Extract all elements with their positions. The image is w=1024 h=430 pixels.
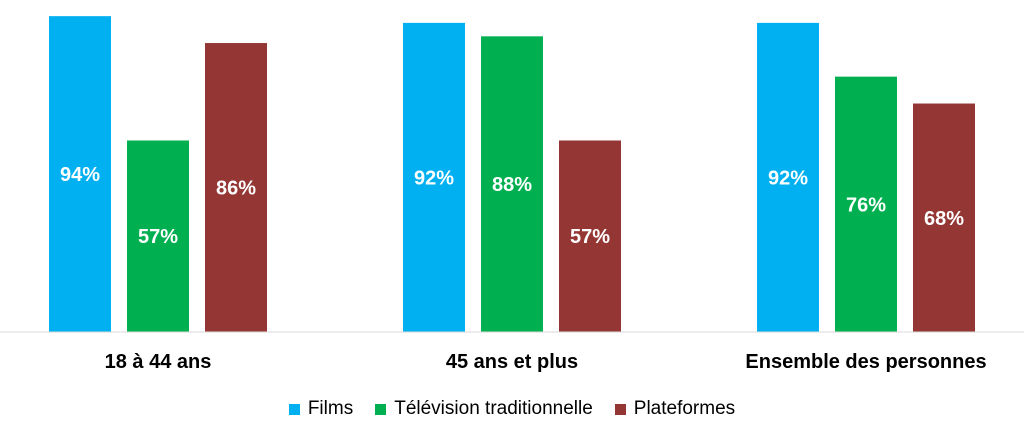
- category-label-18-a-44-ans: 18 à 44 ans: [105, 351, 212, 373]
- bar-films-45-ans-et-plus: [403, 22, 465, 332]
- category-label-ensemble-des-personnes: Ensemble des personnes: [745, 351, 986, 373]
- legend-swatch-films: [288, 403, 300, 415]
- data-label-films-18-a-44-ans: 94%: [60, 164, 100, 186]
- data-label-plateformes-ensemble-des-personnes: 68%: [924, 208, 964, 230]
- data-label-plateformes-45-ans-et-plus: 57%: [570, 226, 610, 248]
- category-label-45-ans-et-plus: 45 ans et plus: [446, 351, 578, 373]
- legend-item-plateformes: Plateformes: [614, 398, 736, 420]
- legend-swatch-plateformes: [614, 403, 626, 415]
- legend-label-plateformes: Plateformes: [633, 398, 736, 419]
- legend-label-television: Télévision traditionnelle: [394, 398, 593, 419]
- data-label-plateformes-18-a-44-ans: 86%: [216, 178, 256, 200]
- legend: Films Télévision traditionnelle Platefor…: [0, 392, 1024, 426]
- legend-label-films: Films: [307, 398, 354, 419]
- category-labels-group: 18 à 44 ans 45 ans et plus Ensemble des pe…: [105, 351, 987, 373]
- data-label-films-ensemble-des-personnes: 92%: [768, 167, 808, 189]
- legend-swatch-television: [375, 403, 387, 415]
- data-label-television-traditionnelle-ensemble-des-personnes: 76%: [846, 194, 886, 216]
- bar-plateformes-18-a-44-ans: [205, 43, 267, 332]
- bar-television-traditionnelle-ensemble-des-personnes: [835, 76, 897, 332]
- legend-item-television: Télévision traditionnelle: [375, 398, 593, 420]
- bar-plateformes-ensemble-des-personnes: [913, 103, 975, 333]
- bar-plateformes-45-ans-et-plus: [559, 140, 621, 332]
- data-label-television-traditionnelle-18-a-44-ans: 57%: [138, 226, 178, 248]
- bar-films-ensemble-des-personnes: [757, 22, 819, 332]
- bar-films-18-a-44-ans: [49, 16, 111, 332]
- bar-television-traditionnelle-45-ans-et-plus: [481, 36, 543, 332]
- data-label-television-traditionnelle-45-ans-et-plus: 88%: [492, 174, 532, 196]
- data-label-films-45-ans-et-plus: 92%: [414, 167, 454, 189]
- legend-item-films: Films: [288, 398, 354, 420]
- bar-television-traditionnelle-18-a-44-ans: [127, 140, 189, 332]
- bars-group: 94% 57% 86% 92% 88% 57% 92% 76% 68%: [49, 16, 975, 333]
